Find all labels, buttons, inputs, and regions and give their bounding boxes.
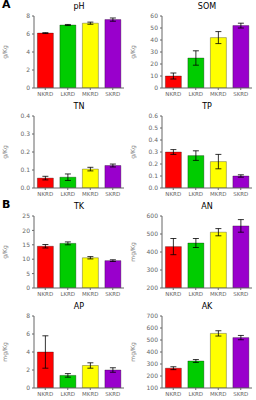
svg-text:0.4: 0.4	[20, 112, 30, 119]
svg-text:SKRD: SKRD	[233, 191, 248, 197]
svg-text:0: 0	[26, 284, 30, 291]
svg-text:300: 300	[147, 266, 159, 273]
svg-text:50: 50	[150, 24, 158, 31]
svg-text:400: 400	[147, 348, 159, 355]
html-text:AN: AN	[201, 202, 213, 211]
svg-text:600: 600	[147, 212, 159, 219]
svg-text:mg/Kg: mg/Kg	[129, 242, 137, 262]
svg-text:200: 200	[147, 284, 159, 291]
svg-text:LKRD: LKRD	[188, 191, 203, 197]
svg-text:LKRD: LKRD	[188, 91, 203, 97]
svg-text:MKRD: MKRD	[210, 191, 226, 197]
svg-text:g/Kg: g/Kg	[8, 245, 9, 259]
svg-text:g/Kg: g/Kg	[129, 145, 137, 159]
svg-text:MKRD: MKRD	[82, 291, 98, 297]
svg-text:0.2: 0.2	[148, 160, 158, 167]
svg-text:2: 2	[26, 66, 30, 73]
svg-text:60: 60	[150, 12, 158, 19]
svg-text:40: 40	[150, 36, 158, 43]
svg-text:g/Kg: g/Kg	[8, 45, 9, 59]
svg-text:0.0: 0.0	[20, 184, 30, 191]
svg-text:200: 200	[147, 372, 159, 379]
svg-text:400: 400	[147, 248, 159, 255]
svg-text:0.0: 0.0	[148, 184, 158, 191]
svg-text:4: 4	[26, 48, 30, 55]
svg-text:MKRD: MKRD	[210, 91, 226, 97]
svg-text:NKRD: NKRD	[37, 91, 53, 97]
svg-text:0.3: 0.3	[148, 148, 158, 155]
svg-text:10: 10	[150, 72, 158, 79]
svg-text:SKRD: SKRD	[233, 391, 248, 397]
svg-text:10: 10	[22, 255, 30, 262]
svg-text:SKRD: SKRD	[105, 191, 120, 197]
svg-text:LKRD: LKRD	[188, 291, 203, 297]
svg-text:100: 100	[147, 384, 159, 391]
svg-text:4: 4	[26, 348, 30, 355]
svg-text:MKRD: MKRD	[82, 191, 98, 197]
svg-text:30: 30	[150, 48, 158, 55]
html-text:TN: TN	[73, 102, 85, 111]
html-text:TK: TK	[73, 202, 85, 211]
svg-text:0.1: 0.1	[148, 172, 158, 179]
svg-text:15: 15	[22, 241, 30, 248]
svg-text:mg/Kg: mg/Kg	[8, 342, 9, 362]
svg-text:LKRD: LKRD	[60, 391, 75, 397]
svg-text:MKRD: MKRD	[210, 291, 226, 297]
svg-text:500: 500	[147, 336, 159, 343]
svg-text:MKRD: MKRD	[210, 391, 226, 397]
svg-text:SKRD: SKRD	[105, 91, 120, 97]
svg-text:8: 8	[26, 312, 30, 319]
svg-text:MKRD: MKRD	[82, 391, 98, 397]
svg-text:SKRD: SKRD	[105, 391, 120, 397]
svg-text:0: 0	[26, 384, 30, 391]
svg-text:0.2: 0.2	[20, 148, 30, 155]
html-text:AP: AP	[73, 302, 85, 311]
svg-text:NKRD: NKRD	[37, 391, 53, 397]
svg-text:NKRD: NKRD	[37, 291, 53, 297]
svg-text:600: 600	[147, 324, 159, 331]
svg-text:LKRD: LKRD	[60, 291, 75, 297]
svg-text:6: 6	[26, 30, 30, 37]
svg-text:25: 25	[22, 212, 30, 219]
svg-text:5: 5	[26, 270, 30, 277]
svg-text:NKRD: NKRD	[165, 391, 181, 397]
svg-text:6: 6	[26, 330, 30, 337]
svg-text:SKRD: SKRD	[233, 91, 248, 97]
svg-text:NKRD: NKRD	[37, 191, 53, 197]
svg-text:0.3: 0.3	[20, 130, 30, 137]
svg-text:20: 20	[22, 227, 30, 234]
svg-text:8: 8	[26, 12, 30, 19]
svg-text:700: 700	[147, 312, 159, 319]
svg-text:0.5: 0.5	[148, 124, 158, 131]
html-text:pH: pH	[73, 2, 85, 11]
svg-text:0: 0	[26, 84, 30, 91]
svg-text:0: 0	[154, 84, 158, 91]
svg-text:SKRD: SKRD	[233, 291, 248, 297]
svg-text:NKRD: NKRD	[165, 191, 181, 197]
svg-text:g/Kg: g/Kg	[129, 45, 137, 59]
svg-text:SKRD: SKRD	[105, 291, 120, 297]
html-text:AK: AK	[201, 302, 213, 311]
svg-text:g/Kg: g/Kg	[8, 145, 9, 159]
svg-text:LKRD: LKRD	[188, 391, 203, 397]
svg-text:0.4: 0.4	[148, 136, 158, 143]
html-text:B: B	[2, 198, 11, 211]
svg-text:0.1: 0.1	[20, 166, 30, 173]
svg-text:MKRD: MKRD	[82, 91, 98, 97]
svg-text:300: 300	[147, 360, 159, 367]
svg-text:2: 2	[26, 366, 30, 373]
svg-text:NKRD: NKRD	[165, 291, 181, 297]
svg-text:LKRD: LKRD	[60, 191, 75, 197]
svg-text:NKRD: NKRD	[165, 91, 181, 97]
svg-text:20: 20	[150, 60, 158, 67]
html-text:SOM: SOM	[197, 2, 217, 11]
svg-text:500: 500	[147, 230, 159, 237]
svg-text:mg/Kg: mg/Kg	[129, 342, 137, 362]
svg-text:LKRD: LKRD	[60, 91, 75, 97]
html-text:TP: TP	[202, 102, 212, 111]
svg-text:0.6: 0.6	[148, 112, 158, 119]
